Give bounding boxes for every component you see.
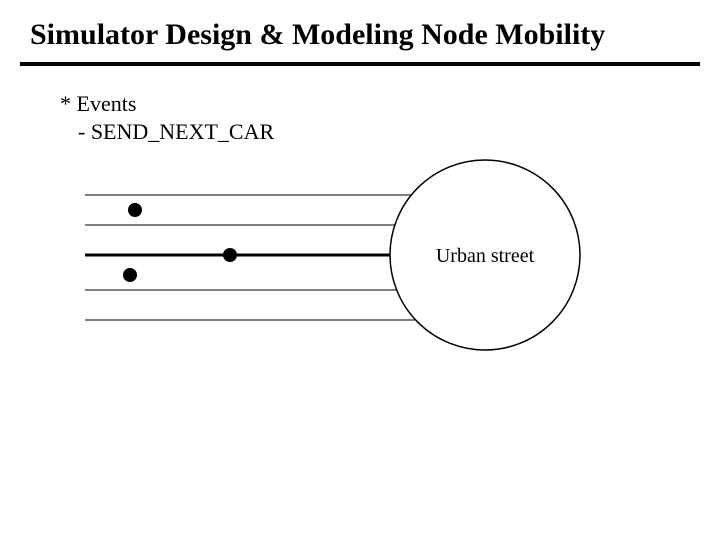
urban-street-label: Urban street bbox=[436, 245, 535, 267]
car-dot bbox=[128, 203, 142, 217]
slide: Simulator Design & Modeling Node Mobilit… bbox=[0, 0, 720, 540]
car-dot bbox=[223, 248, 237, 262]
car-dot bbox=[123, 268, 137, 282]
street-diagram: Urban street bbox=[0, 0, 720, 540]
